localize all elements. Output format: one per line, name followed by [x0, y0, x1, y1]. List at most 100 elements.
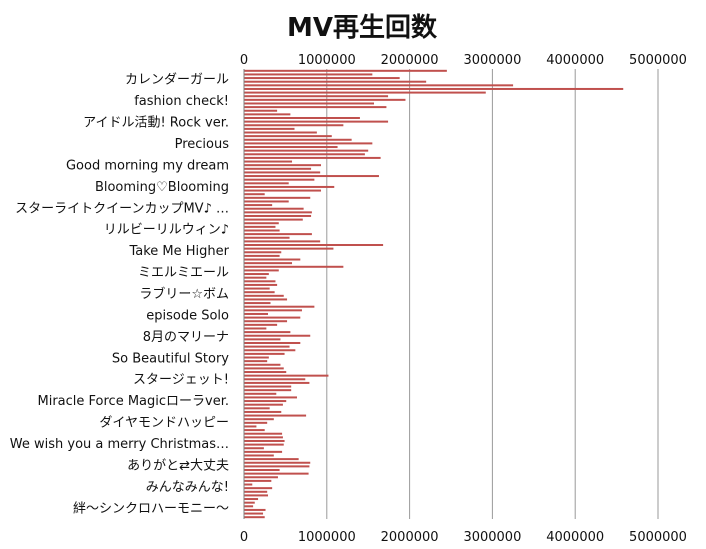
category-labels: カレンダーガール fashion check! アイドル活動! Rock ver. P…	[10, 73, 230, 517]
bar	[244, 291, 275, 294]
bar	[244, 461, 311, 464]
x-tick-label-top: 2000000	[381, 53, 439, 68]
category-label: fashion check!	[134, 94, 229, 109]
bar	[244, 138, 352, 141]
bar	[244, 211, 312, 214]
bar	[244, 124, 344, 127]
bar	[244, 331, 291, 334]
bar	[244, 298, 288, 301]
bar	[244, 396, 297, 399]
bar	[244, 164, 322, 167]
bar	[244, 371, 287, 374]
bar	[244, 341, 301, 344]
x-tick-label-bottom: 0	[240, 530, 248, 545]
category-label: 絆～シンクロハーモニー～	[73, 501, 229, 516]
category-label: スタージェット!	[133, 373, 229, 388]
bar	[244, 516, 265, 519]
bar	[244, 225, 276, 228]
bar	[244, 167, 312, 170]
bar	[244, 323, 278, 326]
bar	[244, 421, 268, 424]
category-label: episode Solo	[146, 308, 229, 323]
bar	[244, 302, 271, 305]
category-label: ダイヤモンドハッピー	[99, 416, 229, 431]
bar	[244, 447, 264, 450]
bar	[244, 109, 278, 112]
bar	[244, 403, 283, 406]
bar	[244, 349, 296, 352]
bar	[244, 429, 265, 432]
bar	[244, 378, 306, 381]
category-label: Miracle Force Magicローラver.	[37, 394, 229, 409]
category-label: ラブリー☆ボム	[139, 286, 229, 302]
x-tick-label-top: 5000000	[629, 53, 687, 68]
bar	[244, 171, 321, 174]
bar	[244, 363, 281, 366]
category-label: カレンダーガール	[125, 73, 229, 88]
x-tick-label-top: 1000000	[298, 53, 356, 68]
bar	[244, 156, 381, 159]
category-label: スターライトクイーンカップMV♪ …	[15, 201, 229, 216]
bar	[244, 95, 389, 98]
bar	[244, 494, 269, 497]
category-label: アイドル活動! Rock ver.	[83, 116, 229, 131]
bar	[244, 91, 486, 94]
bar	[244, 178, 315, 181]
bar	[244, 479, 272, 482]
bar	[244, 236, 290, 239]
bar	[244, 469, 280, 472]
category-label: We wish you a merry Christmas…	[10, 437, 229, 452]
bar	[244, 425, 257, 428]
x-tick-label-bottom: 3000000	[463, 530, 521, 545]
x-tick-label-bottom: 1000000	[298, 530, 356, 545]
category-label: ありがと⇄大丈夫	[127, 458, 229, 473]
bar	[244, 418, 274, 421]
bar	[244, 327, 267, 330]
bar	[244, 189, 322, 192]
category-label: Blooming♡Blooming	[95, 180, 229, 195]
bar	[244, 472, 309, 475]
bar	[244, 490, 268, 493]
bar	[244, 258, 301, 261]
bar	[244, 465, 310, 468]
bar	[244, 312, 269, 315]
bar	[244, 204, 273, 207]
bar	[244, 73, 373, 76]
bar	[244, 512, 264, 515]
bar	[244, 439, 285, 442]
category-label: So Beautiful Story	[112, 351, 229, 366]
x-tick-label-bottom: 2000000	[381, 530, 439, 545]
bar	[244, 454, 274, 457]
chart-title: MV再生回数	[287, 13, 438, 43]
bar	[244, 508, 266, 511]
bar	[244, 280, 276, 283]
bar	[244, 309, 302, 312]
bar	[244, 160, 293, 163]
bar	[244, 244, 384, 247]
bar	[244, 283, 278, 286]
category-label: Good morning my dream	[66, 158, 229, 173]
x-tick-label-top: 0	[240, 53, 248, 68]
bar	[244, 505, 254, 508]
bar	[244, 84, 514, 87]
bar	[244, 389, 292, 392]
bar	[244, 483, 253, 486]
category-label: みんなみんな!	[146, 480, 229, 495]
bar	[244, 443, 284, 446]
bar	[244, 436, 283, 439]
bar	[244, 196, 311, 199]
bar	[244, 247, 334, 250]
bar	[244, 501, 255, 504]
bar	[244, 222, 279, 225]
x-tick-label-top: 4000000	[546, 53, 604, 68]
bar	[244, 80, 427, 83]
bar	[244, 182, 289, 185]
bar	[244, 352, 285, 355]
bar	[244, 450, 283, 453]
bar	[244, 345, 290, 348]
bar	[244, 229, 280, 232]
bar	[244, 135, 332, 138]
category-label: Take Me Higher	[128, 244, 229, 259]
